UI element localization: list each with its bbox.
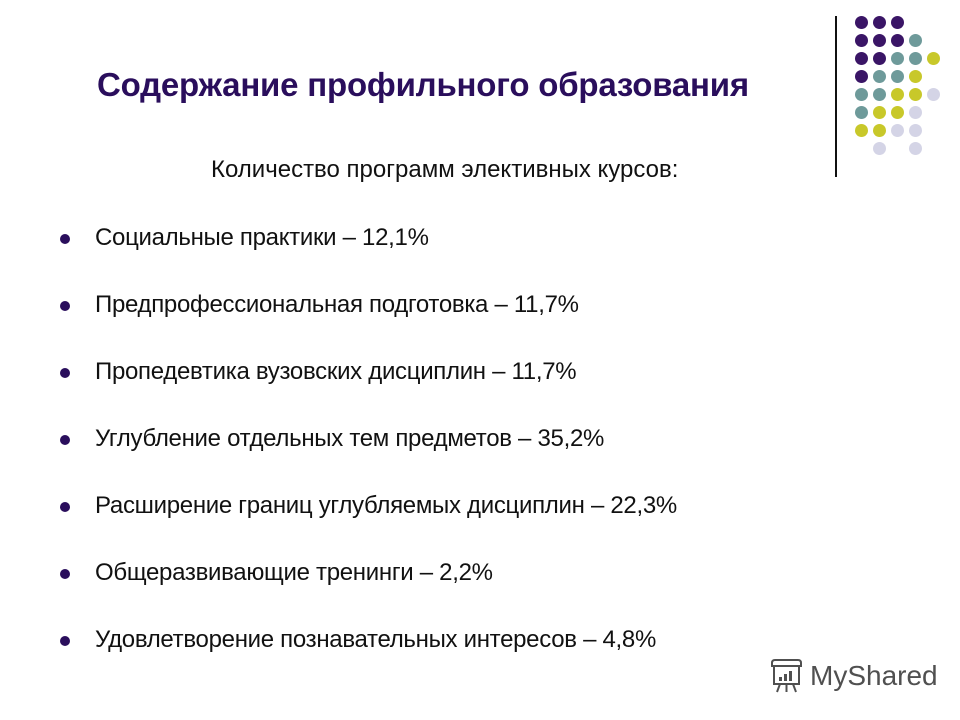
decorative-dot-icon bbox=[855, 16, 868, 29]
bullet-icon bbox=[60, 301, 70, 311]
decorative-dot-icon bbox=[855, 88, 868, 101]
bullet-icon bbox=[60, 234, 70, 244]
decorative-dot-icon bbox=[909, 34, 922, 47]
list-item-text: Общеразвивающие тренинги – 2,2% bbox=[95, 559, 493, 586]
decorative-dot-icon bbox=[855, 124, 868, 137]
decorative-dot-icon bbox=[873, 142, 886, 155]
slide-title: Содержание профильного образования bbox=[97, 66, 749, 103]
list-item-text: Социальные практики – 12,1% bbox=[95, 224, 429, 251]
decorative-dot-icon bbox=[855, 34, 868, 47]
watermark: MyShared bbox=[768, 656, 938, 696]
decorative-dot-icon bbox=[873, 34, 886, 47]
watermark-text: MyShared bbox=[810, 660, 938, 691]
slide-subtitle: Количество программ элективных курсов: bbox=[211, 156, 679, 183]
decorative-dot-icon bbox=[909, 142, 922, 155]
decorative-dot-icon bbox=[891, 34, 904, 47]
vertical-divider bbox=[835, 16, 837, 177]
presentation-board-icon bbox=[771, 659, 802, 693]
decorative-dot-icon bbox=[927, 52, 940, 65]
decorative-dot-icon bbox=[909, 88, 922, 101]
bullet-icon bbox=[60, 636, 70, 646]
decorative-dot-icon bbox=[891, 70, 904, 83]
bullet-icon bbox=[60, 435, 70, 445]
decorative-dot-icon bbox=[891, 106, 904, 119]
decorative-dot-icon bbox=[927, 88, 940, 101]
decorative-dot-icon bbox=[873, 52, 886, 65]
decorative-dot-icon bbox=[873, 16, 886, 29]
list-item-text: Углубление отдельных тем предметов – 35,… bbox=[95, 425, 605, 452]
decorative-dot-icon bbox=[873, 88, 886, 101]
decorative-dot-icon bbox=[873, 106, 886, 119]
bullet-icon bbox=[60, 502, 70, 512]
decorative-dot-icon bbox=[855, 106, 868, 119]
decorative-dot-icon bbox=[909, 124, 922, 137]
list-item-text: Удовлетворение познавательных интересов … bbox=[95, 626, 656, 653]
list-item-text: Расширение границ углубляемых дисциплин … bbox=[95, 492, 677, 519]
decorative-dot-icon bbox=[855, 70, 868, 83]
decorative-dot-icon bbox=[909, 52, 922, 65]
decorative-dot-icon bbox=[909, 70, 922, 83]
decorative-dot-icon bbox=[891, 88, 904, 101]
list-item-text: Предпрофессиональная подготовка – 11,7% bbox=[95, 291, 579, 318]
bullet-icon bbox=[60, 569, 70, 579]
list-item-text: Пропедевтика вузовских дисциплин – 11,7% bbox=[95, 358, 577, 385]
decorative-dot-icon bbox=[909, 106, 922, 119]
decorative-dot-grid bbox=[0, 0, 960, 200]
decorative-dot-icon bbox=[891, 52, 904, 65]
decorative-dot-icon bbox=[873, 124, 886, 137]
bullet-icon bbox=[60, 368, 70, 378]
decorative-dot-icon bbox=[891, 124, 904, 137]
decorative-dot-icon bbox=[873, 70, 886, 83]
decorative-dot-icon bbox=[891, 16, 904, 29]
decorative-dot-icon bbox=[855, 52, 868, 65]
